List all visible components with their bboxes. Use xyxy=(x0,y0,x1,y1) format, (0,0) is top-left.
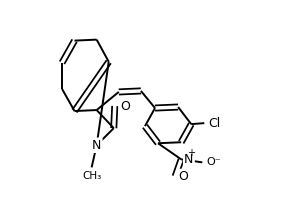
Text: +: + xyxy=(187,148,195,158)
Text: CH₃: CH₃ xyxy=(82,171,101,181)
Text: O⁻: O⁻ xyxy=(206,157,221,167)
Text: Cl: Cl xyxy=(208,117,220,130)
Text: O: O xyxy=(178,170,188,183)
Text: O: O xyxy=(120,100,130,113)
Text: N: N xyxy=(92,139,101,152)
Text: N: N xyxy=(184,153,194,166)
